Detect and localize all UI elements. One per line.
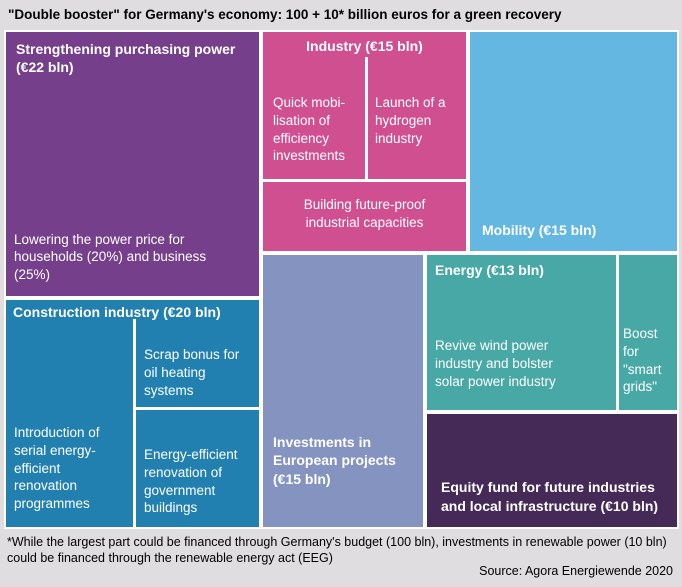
tile-industry-hydrogen-detail: Launch of a hydrogen industry <box>375 95 446 146</box>
source-credit: Source: Agora Energiewende 2020 <box>479 564 673 578</box>
tile-energy-wind-solar-detail: Revive wind power industry and bolster s… <box>435 338 556 389</box>
tile-purchasing-power: Strengthening purchasing power (€22 bln)… <box>4 30 261 298</box>
tile-industry-capacities-detail: Building future-proof industrial capacit… <box>303 197 426 230</box>
tile-mobility: Mobility (€15 bln) <box>468 30 679 253</box>
tile-construction-renovation-programmes-detail: Introduction of serial energy- efficient… <box>14 425 100 512</box>
tile-energy: Energy (€13 bln) Revive wind power indus… <box>425 253 679 412</box>
tile-mobility-heading: Mobility (€15 bln) <box>482 221 597 238</box>
tile-energy-heading: Energy (€13 bln) <box>435 262 544 278</box>
divider-industry-horizontal <box>263 179 466 182</box>
tile-equity-fund: Equity fund for future industries and lo… <box>425 412 679 529</box>
footnote: *While the largest part could be finance… <box>7 535 667 565</box>
divider-construction-horizontal <box>136 407 259 410</box>
divider-energy-vertical <box>616 255 619 410</box>
tile-purchasing-power-detail: Lowering the power price for households … <box>14 231 207 283</box>
tile-construction-heading: Construction industry (€20 bln) <box>13 304 221 320</box>
tile-construction-gov-buildings-detail: Energy-efficient renovation of governmen… <box>144 447 238 516</box>
tile-construction: Construction industry (€20 bln) Introduc… <box>4 298 261 529</box>
tile-industry: Industry (€15 bln) Quick mobi- lisation … <box>261 30 468 253</box>
tile-energy-smart-grids-detail: Boost for "smart grids" <box>623 326 662 395</box>
tile-industry-heading: Industry (€15 bln) <box>306 38 423 54</box>
divider-construction-vertical <box>133 319 136 527</box>
tile-eu-investments: Investments in European projects (€15 bl… <box>261 253 425 529</box>
tile-eu-investments-heading: Investments in European projects (€15 bl… <box>273 434 396 487</box>
tile-purchasing-power-heading: Strengthening purchasing power (€22 bln) <box>16 41 236 76</box>
tile-construction-scrap-bonus-detail: Scrap bonus for oil heating systems <box>144 347 240 398</box>
chart-title: "Double booster" for Germany's economy: … <box>8 7 562 22</box>
divider-industry-vertical <box>365 57 368 179</box>
tile-equity-fund-heading: Equity fund for future industries and lo… <box>441 479 659 514</box>
tile-industry-efficiency-detail: Quick mobi- lisation of efficiency inves… <box>273 95 346 164</box>
